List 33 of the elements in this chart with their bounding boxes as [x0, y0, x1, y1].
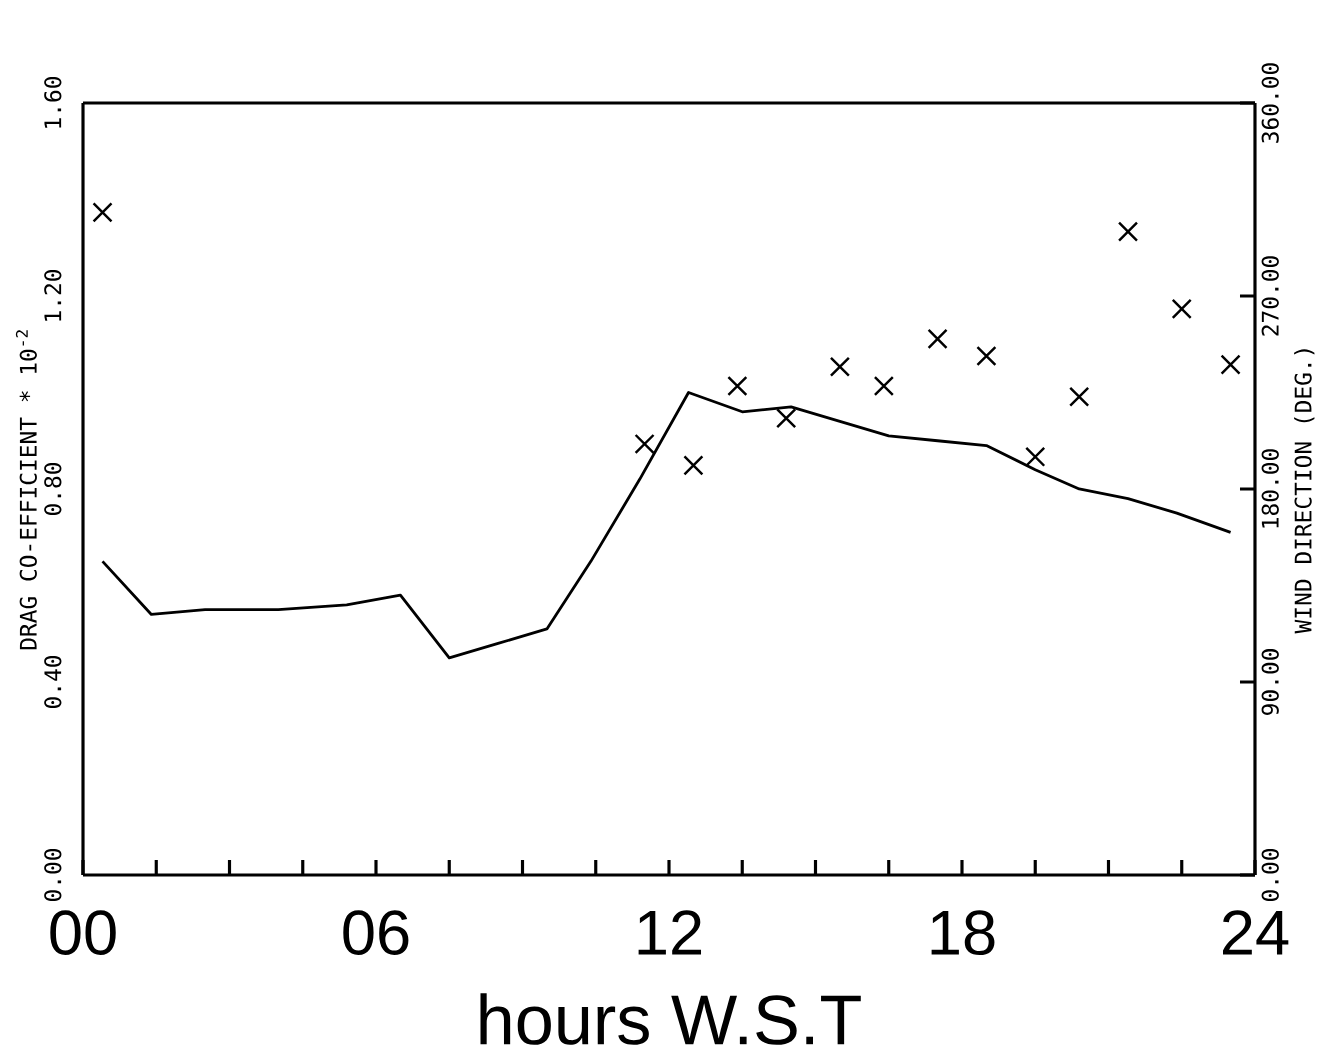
y2-axis-title: WIND DIRECTION (DEG.) [1294, 349, 1315, 634]
point [927, 328, 948, 350]
point [1171, 298, 1192, 320]
y-tick-label: 0.00 [44, 849, 62, 902]
y-tick-label: 0.80 [44, 463, 62, 516]
point [1220, 354, 1241, 375]
y2-tick-label: 90.00 [1261, 649, 1279, 715]
point [1117, 221, 1139, 242]
y2-tick-label: 180.00 [1261, 449, 1279, 528]
x-tick-label: 24 [1223, 910, 1289, 955]
y-tick-label: 0.40 [44, 656, 62, 709]
point [727, 375, 748, 397]
y2-tick-label: 270.00 [1261, 256, 1279, 336]
point [634, 433, 655, 455]
line-series [101, 391, 1232, 660]
y2-tick-label: 0.00 [1261, 849, 1279, 902]
point [976, 345, 997, 367]
x-tick-label: 00 [50, 910, 116, 956]
y-axis-title: DRAG CO-EFFICIENT * 10$^{-2}$ [15, 330, 37, 650]
y-tick-label: 1.20 [44, 270, 62, 321]
point [776, 408, 797, 429]
x-tick-label: 12 [638, 910, 702, 955]
point [1069, 386, 1090, 407]
point [829, 356, 851, 377]
x-tick-label: 06 [343, 910, 409, 956]
y2-tick-label: 360.00 [1261, 63, 1279, 143]
point [1025, 446, 1046, 467]
point [873, 375, 895, 397]
point [92, 202, 113, 223]
point [683, 455, 704, 476]
y-tick-label: 1.60 [44, 77, 62, 128]
x-tick-label: 18 [931, 910, 995, 956]
x-axis-title: hours W.S.T [480, 993, 861, 1045]
